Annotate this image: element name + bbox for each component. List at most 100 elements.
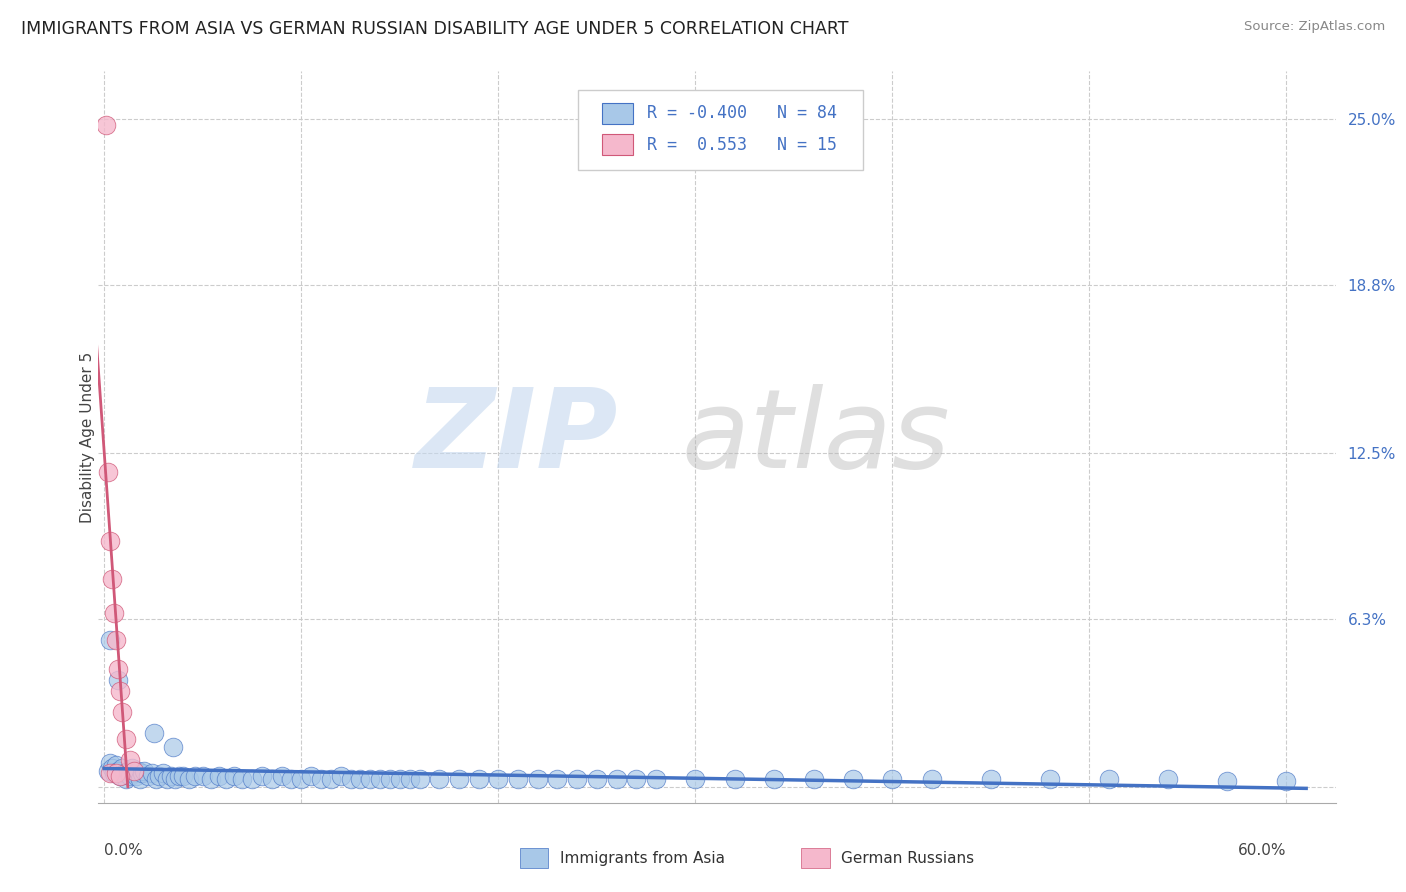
Point bbox=[224, 769, 246, 783]
Point bbox=[122, 766, 145, 780]
Point bbox=[141, 766, 163, 780]
Point bbox=[645, 772, 668, 786]
Point bbox=[111, 705, 134, 719]
Point bbox=[1039, 772, 1062, 786]
Point bbox=[842, 772, 865, 786]
Point bbox=[105, 758, 128, 772]
Point bbox=[117, 764, 139, 778]
Point bbox=[184, 769, 207, 783]
Point bbox=[339, 772, 361, 786]
Point bbox=[724, 772, 747, 786]
Point bbox=[250, 769, 273, 783]
Point bbox=[215, 772, 238, 786]
Point bbox=[546, 772, 568, 786]
Point bbox=[160, 769, 183, 783]
Point bbox=[156, 772, 179, 786]
Point bbox=[122, 764, 145, 778]
Point bbox=[526, 772, 548, 786]
Point bbox=[467, 772, 489, 786]
Point bbox=[567, 772, 589, 786]
Point bbox=[112, 766, 135, 780]
Point bbox=[447, 772, 470, 786]
Point bbox=[398, 772, 420, 786]
Point bbox=[882, 772, 904, 786]
Text: Source: ZipAtlas.com: Source: ZipAtlas.com bbox=[1244, 20, 1385, 33]
Point bbox=[349, 772, 371, 786]
Point bbox=[121, 761, 143, 775]
Point bbox=[115, 772, 138, 786]
Text: R = -0.400   N = 84: R = -0.400 N = 84 bbox=[647, 104, 837, 122]
Point bbox=[1157, 772, 1180, 786]
Point bbox=[103, 607, 125, 621]
Point bbox=[101, 761, 124, 775]
Point bbox=[290, 772, 312, 786]
Point bbox=[191, 769, 214, 783]
Y-axis label: Disability Age Under 5: Disability Age Under 5 bbox=[80, 351, 94, 523]
Text: German Russians: German Russians bbox=[841, 851, 974, 865]
Point bbox=[921, 772, 943, 786]
Point bbox=[165, 772, 187, 786]
Point bbox=[763, 772, 786, 786]
Point bbox=[132, 764, 155, 778]
Point bbox=[107, 673, 129, 687]
Point bbox=[240, 772, 263, 786]
Point bbox=[685, 772, 707, 786]
Point bbox=[98, 534, 121, 549]
Point bbox=[388, 772, 411, 786]
Point bbox=[98, 632, 121, 647]
Point bbox=[103, 766, 125, 780]
Point bbox=[128, 772, 150, 786]
Point bbox=[148, 769, 170, 783]
Point bbox=[107, 662, 129, 676]
Point bbox=[115, 731, 138, 746]
Point bbox=[97, 764, 120, 778]
Point bbox=[167, 769, 190, 783]
Point bbox=[162, 739, 184, 754]
Point bbox=[309, 772, 332, 786]
Point bbox=[98, 766, 121, 780]
Point bbox=[142, 726, 165, 740]
Point bbox=[486, 772, 509, 786]
Point bbox=[105, 766, 128, 780]
Text: 60.0%: 60.0% bbox=[1237, 843, 1286, 858]
Point bbox=[172, 769, 194, 783]
Point bbox=[108, 769, 131, 783]
Point bbox=[319, 772, 342, 786]
Point bbox=[127, 764, 149, 778]
Point bbox=[606, 772, 628, 786]
Point bbox=[108, 683, 131, 698]
Text: R =  0.553   N = 15: R = 0.553 N = 15 bbox=[647, 136, 837, 153]
Point bbox=[118, 769, 141, 783]
Point bbox=[803, 772, 825, 786]
Point bbox=[408, 772, 430, 786]
Point bbox=[368, 772, 391, 786]
Point bbox=[152, 766, 174, 780]
Point bbox=[260, 772, 283, 786]
Point bbox=[96, 118, 118, 132]
Point bbox=[359, 772, 381, 786]
Point bbox=[107, 764, 129, 778]
Point bbox=[105, 632, 128, 647]
Point bbox=[586, 772, 609, 786]
Point bbox=[427, 772, 450, 786]
Point bbox=[200, 772, 222, 786]
Point bbox=[145, 772, 167, 786]
Point bbox=[270, 769, 292, 783]
Text: IMMIGRANTS FROM ASIA VS GERMAN RUSSIAN DISABILITY AGE UNDER 5 CORRELATION CHART: IMMIGRANTS FROM ASIA VS GERMAN RUSSIAN D… bbox=[21, 20, 849, 37]
Text: 0.0%: 0.0% bbox=[104, 843, 143, 858]
Point bbox=[329, 769, 352, 783]
Point bbox=[207, 769, 229, 783]
Point bbox=[378, 772, 401, 786]
Point bbox=[1275, 774, 1298, 789]
Point bbox=[97, 465, 120, 479]
Text: ZIP: ZIP bbox=[415, 384, 619, 491]
Point bbox=[131, 766, 153, 780]
Point bbox=[1098, 772, 1121, 786]
Point bbox=[231, 772, 253, 786]
Point bbox=[136, 769, 159, 783]
Point bbox=[98, 756, 121, 770]
Point bbox=[177, 772, 200, 786]
Point bbox=[125, 769, 148, 783]
Point bbox=[280, 772, 302, 786]
Text: atlas: atlas bbox=[682, 384, 950, 491]
